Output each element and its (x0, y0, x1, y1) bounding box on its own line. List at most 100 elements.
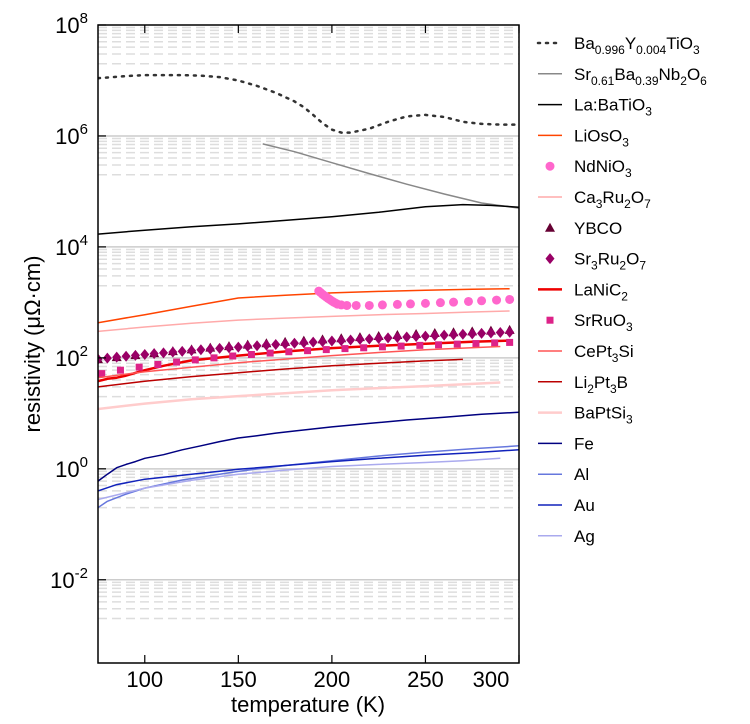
series-line (98, 457, 501, 501)
point-marker (392, 331, 402, 343)
point-marker (383, 332, 393, 344)
point-marker (116, 366, 124, 374)
point-marker (435, 341, 443, 349)
y-tick-label: 108 (55, 10, 88, 38)
legend-entry: Fe (538, 434, 594, 453)
legend-marker (545, 253, 555, 265)
legend: Ba0.996Y0.004TiO3 Sr0.61Ba0.39Nb2O6 La:BaT… (536, 34, 707, 546)
point-marker (505, 294, 515, 304)
series-cept3si (98, 345, 501, 379)
point-marker (495, 327, 505, 339)
point-marker (173, 358, 181, 366)
axes: 100 150 200 250 300 108 106 104 102 100 10-2 (50, 10, 520, 692)
legend-entry: Ag (538, 527, 595, 546)
point-marker (130, 349, 140, 361)
series-line (98, 203, 519, 235)
point-marker (435, 298, 445, 308)
point-marker (477, 327, 487, 339)
y-tick-label: 100 (55, 454, 88, 482)
x-tick-label: 200 (314, 667, 351, 692)
legend-entry: Li2Pt3B (538, 373, 628, 396)
series-ndnio3 (314, 286, 515, 310)
series-line (98, 310, 510, 333)
point-marker (364, 300, 374, 310)
point-marker (285, 348, 293, 356)
point-marker (318, 336, 328, 348)
point-marker (112, 351, 122, 363)
legend-entry: NdNiO3 (545, 157, 632, 180)
point-marker (341, 345, 349, 353)
point-marker (280, 338, 290, 350)
point-marker (168, 346, 178, 358)
point-marker (261, 339, 271, 351)
series-al (98, 445, 519, 509)
point-marker (477, 296, 487, 306)
legend-label: LaNiC2 (574, 280, 628, 303)
series-line (98, 411, 519, 482)
point-marker (351, 300, 361, 310)
point-marker (449, 329, 459, 341)
point-marker (411, 330, 421, 342)
x-tick-label: 250 (407, 667, 444, 692)
point-marker (271, 339, 281, 351)
point-marker (177, 345, 187, 357)
legend-label: SrRuO3 (574, 311, 633, 334)
plot-frame (97, 24, 520, 664)
series-line (98, 288, 510, 324)
series-sr0-61ba0-39nb2o6 (262, 143, 519, 209)
point-marker (506, 338, 514, 346)
y-axis-title: resistivity (μΩ·cm) (20, 256, 45, 433)
point-marker (196, 344, 206, 356)
point-marker (247, 351, 255, 359)
series-line (262, 143, 519, 209)
x-axis-title: temperature (K) (231, 692, 385, 717)
x-tick-label: 100 (126, 667, 163, 692)
legend-label: LiOsO3 (574, 126, 629, 149)
series-baptsi3 (98, 381, 501, 411)
legend-entry: LaNiC2 (538, 280, 628, 303)
point-marker (187, 345, 197, 357)
legend-label: NdNiO3 (574, 157, 632, 180)
point-marker (492, 295, 502, 305)
point-marker (243, 340, 253, 352)
point-marker (149, 348, 159, 360)
point-marker (346, 334, 356, 346)
legend-label: YBCO (574, 219, 622, 238)
point-marker (342, 300, 352, 310)
point-marker (158, 347, 168, 359)
series-srruo3 (98, 338, 514, 378)
gridlines (98, 26, 519, 620)
legend-entry: Al (538, 465, 589, 484)
point-marker (402, 331, 412, 343)
series-la-batio3 (98, 203, 519, 235)
point-marker (98, 353, 103, 365)
point-marker (327, 335, 337, 347)
point-marker (308, 336, 318, 348)
point-marker (491, 339, 499, 347)
point-marker (140, 349, 150, 361)
point-marker (458, 328, 468, 340)
point-marker (449, 297, 459, 307)
point-marker (102, 352, 112, 364)
series-line (98, 73, 519, 134)
legend-label: Au (574, 496, 595, 515)
point-marker (453, 340, 461, 348)
point-marker (420, 298, 430, 308)
y-tick-label: 102 (55, 343, 88, 371)
point-marker (154, 360, 162, 368)
series-line (98, 358, 463, 388)
point-marker (467, 328, 477, 340)
point-marker (252, 340, 262, 352)
legend-marker (545, 161, 555, 171)
legend-label: La:BaTiO3 (574, 96, 652, 119)
legend-label: Ba0.996Y0.004TiO3 (574, 34, 700, 57)
y-tick-label: 106 (55, 121, 88, 149)
legend-entry: Ca3Ru2O7 (538, 188, 651, 211)
legend-entry: Sr0.61Ba0.39Nb2O6 (538, 65, 707, 88)
series-line (98, 345, 501, 379)
legend-entry: LiOsO3 (538, 126, 629, 149)
legend-label: Li2Pt3B (574, 373, 628, 396)
legend-label: CePt3Si (574, 342, 634, 365)
y-tick-label: 104 (55, 232, 88, 260)
